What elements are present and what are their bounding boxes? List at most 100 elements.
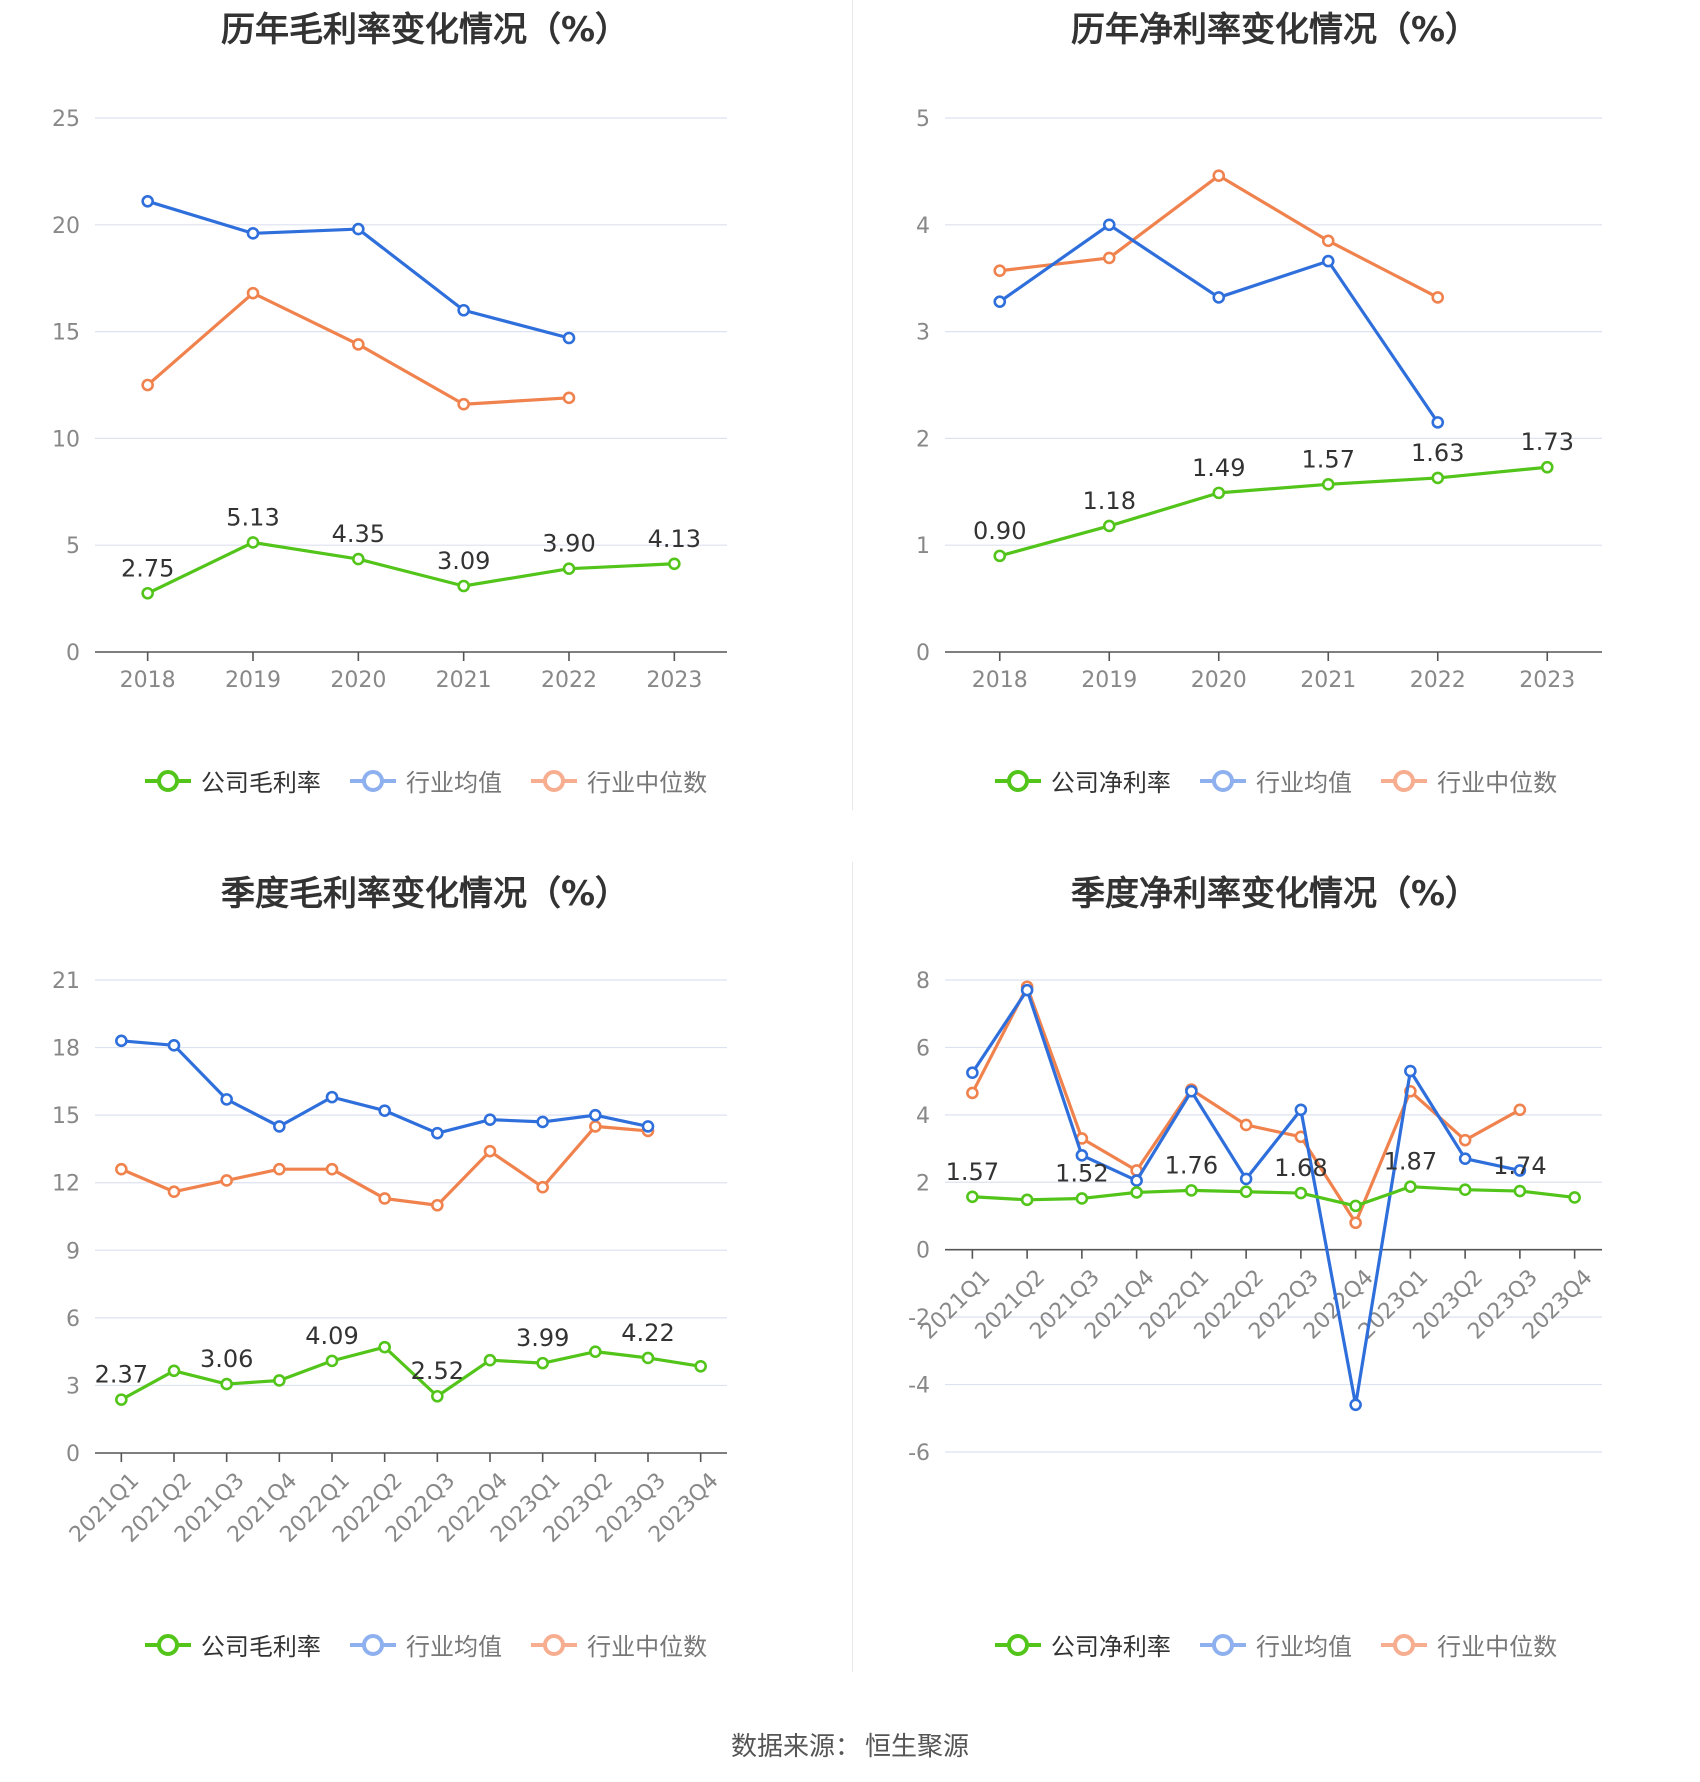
y-tick-label: -4: [908, 1374, 930, 1399]
legend-industry-median[interactable]: 行业中位数: [529, 1627, 707, 1662]
data-label: 3.99: [516, 1324, 569, 1352]
legend: 公司净利率 行业均值 行业中位数: [850, 1627, 1700, 1663]
chart-panel-quarterly-net: 季度净利率变化情况（%） -6 -4 -2 0 2 4 6 8 2021Q1 2021Q2 2021…: [850, 864, 1700, 1728]
legend-industry-median[interactable]: 行业中位数: [1379, 1627, 1557, 1662]
chart-panel-annual-gross: 历年毛利率变化情况（%） 0 5 10 15 20 25 2018 2019 2020 2021 2…: [0, 0, 850, 864]
data-point-industry-median: [352, 338, 365, 351]
chart-svg-annual-gross: 0 5 10 15 20 25 2018 2019 2020 2021 2022 2023 2.75 5.…: [52, 107, 727, 693]
data-point-company: [141, 586, 154, 600]
data-point-company: [1239, 1185, 1253, 1199]
chart-panel-annual-net: 历年净利率变化情况（%） 0 1 2 3 4 5 2018 2019 2020 2021 2022 2…: [850, 0, 1700, 864]
y-tick-label: 2: [916, 427, 930, 452]
data-point-industry-median: [378, 1192, 391, 1205]
data-point-company: [1404, 1180, 1417, 1193]
chart-title: 季度毛利率变化情况（%）: [220, 874, 630, 914]
data-point-industry-avg: [1431, 416, 1445, 429]
legend-company[interactable]: 公司净利率: [993, 763, 1171, 798]
x-tick-label: 2019: [1081, 668, 1137, 693]
legend-company[interactable]: 公司净利率: [993, 1627, 1171, 1662]
data-point-industry-median: [1239, 1118, 1253, 1132]
data-point-company: [1513, 1184, 1527, 1198]
y-tick-label: 21: [52, 969, 80, 994]
legend-industry-avg[interactable]: 行业均值: [348, 763, 502, 798]
data-label: 5.13: [226, 503, 279, 531]
data-point-industry-median: [273, 1162, 286, 1176]
data-label: 1.18: [1083, 487, 1136, 515]
data-point-industry-median: [115, 1162, 128, 1176]
y-tick-label: 20: [52, 214, 80, 239]
data-point-company: [1212, 486, 1226, 500]
data-label: 3.90: [542, 530, 595, 558]
legend: 公司净利率 行业均值 行业中位数: [850, 763, 1700, 799]
legend-company[interactable]: 公司毛利率: [143, 763, 321, 798]
data-point-industry-median: [589, 1120, 602, 1133]
data-label: 1.68: [1274, 1154, 1327, 1182]
legend-industry-avg[interactable]: 行业均值: [1198, 1627, 1352, 1662]
data-point-industry-median: [325, 1162, 339, 1176]
footer-source: 数据来源： 恒生聚源: [0, 1726, 1700, 1763]
data-point-industry-median: [1212, 169, 1226, 182]
data-label: 3.06: [200, 1345, 253, 1373]
y-tick-label: 10: [52, 427, 80, 452]
y-tick-label: 15: [52, 1104, 80, 1129]
x-tick-label: 2021: [436, 668, 492, 693]
data-point-company: [1185, 1184, 1198, 1197]
y-tick-label: 6: [916, 1036, 930, 1061]
data-point-industry-avg: [536, 1115, 549, 1129]
data-point-company: [1349, 1199, 1362, 1213]
data-point-industry-avg: [562, 331, 576, 345]
y-tick-label: 15: [52, 321, 80, 346]
legend-industry-avg[interactable]: 行业均值: [348, 1627, 502, 1662]
series-line-industry-avg: [147, 199, 570, 340]
data-point-industry-median: [1102, 251, 1116, 265]
data-point-industry-avg: [1404, 1064, 1417, 1078]
y-tick-label: 2: [916, 1171, 930, 1196]
data-point-industry-avg: [457, 303, 470, 317]
chart-svg-annual-net: 0 1 2 3 4 5 2018 2019 2020 2021 2022 2023 0.90 1.18 1.…: [916, 107, 1602, 693]
data-point-company: [457, 579, 470, 593]
data-point-industry-avg: [993, 295, 1007, 308]
data-point-industry-avg: [483, 1113, 497, 1126]
data-point-industry-median: [536, 1180, 549, 1194]
footer-source-name: 恒生聚源: [865, 1732, 970, 1762]
data-label: 4.13: [648, 525, 701, 553]
data-label: 2.52: [411, 1357, 464, 1385]
legend-company[interactable]: 公司毛利率: [143, 1627, 321, 1662]
data-point-company: [220, 1377, 233, 1391]
data-label: 1.57: [1302, 445, 1355, 473]
series-line-industry-median: [999, 174, 1439, 299]
data-point-company: [115, 1393, 128, 1406]
data-point-industry-median: [457, 397, 470, 411]
legend-industry-avg[interactable]: 行业均值: [1198, 763, 1352, 798]
chart-svg-quarterly-net: -6-4-2024682021Q12021Q22021Q32021Q42022Q…: [908, 969, 1602, 1466]
data-point-industry-avg: [1294, 1103, 1308, 1117]
footer-label: 数据来源：: [730, 1732, 861, 1762]
chart-svg-quarterly-gross: 0369121518212021Q12021Q22021Q32021Q42022…: [52, 969, 727, 1548]
legend-industry-median[interactable]: 行业中位数: [1379, 763, 1557, 798]
y-tick-label: 8: [916, 969, 930, 994]
data-point-industry-avg: [1321, 254, 1335, 268]
data-point-industry-avg: [1130, 1174, 1143, 1187]
data-point-company: [641, 1351, 655, 1365]
data-point-industry-median: [431, 1198, 444, 1212]
data-point-industry-median: [1321, 234, 1335, 248]
data-point-industry-avg: [1102, 218, 1116, 232]
data-point-industry-avg: [352, 222, 365, 236]
y-tick-label: -2: [908, 1306, 930, 1331]
data-label: 4.22: [621, 1319, 674, 1347]
legend: 公司毛利率 行业均值 行业中位数: [0, 1627, 850, 1663]
x-tick-label: 2023: [646, 668, 702, 693]
x-tick-label: 2023: [1519, 668, 1575, 693]
data-point-industry-avg: [246, 227, 260, 240]
data-point-industry-avg: [1513, 1164, 1527, 1177]
legend-industry-median[interactable]: 行业中位数: [529, 763, 707, 798]
data-point-company: [352, 552, 365, 566]
data-point-company: [1294, 1186, 1308, 1200]
data-point-industry-avg: [1075, 1149, 1089, 1162]
data-point-industry-avg: [325, 1090, 339, 1104]
y-tick-label: 0: [66, 641, 80, 666]
y-tick-label: 0: [916, 641, 930, 666]
data-label: 1.49: [1192, 454, 1245, 482]
data-point-industry-median: [1431, 291, 1445, 304]
data-point-industry-avg: [1212, 291, 1226, 304]
